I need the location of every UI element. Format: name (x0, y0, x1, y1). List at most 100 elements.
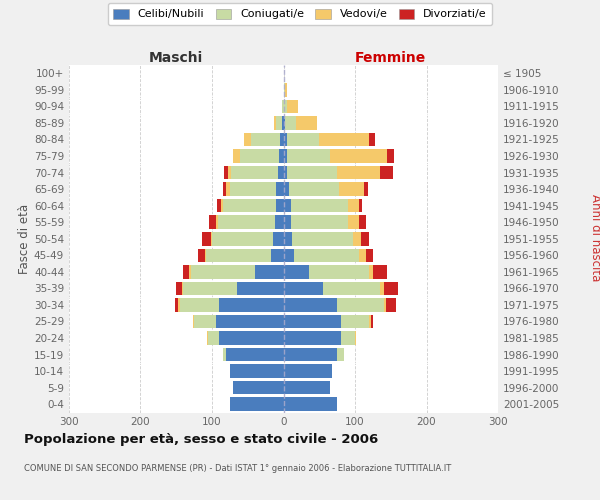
Bar (337, 348, 344, 362)
Bar (223, 182, 226, 196)
Bar (380, 282, 383, 295)
Legend: Celibi/Nubili, Coniugati/e, Vedovi/e, Divorziati/e: Celibi/Nubili, Coniugati/e, Vedovi/e, Di… (108, 3, 492, 25)
Bar (339, 182, 364, 196)
Bar (278, 166, 284, 179)
Bar (202, 232, 211, 245)
Bar (287, 149, 330, 163)
Text: Maschi: Maschi (149, 51, 203, 65)
Y-axis label: Fasce di età: Fasce di età (18, 204, 31, 274)
Bar (284, 149, 287, 163)
Bar (284, 298, 337, 312)
Bar (284, 348, 337, 362)
Bar (282, 116, 284, 130)
Bar (387, 149, 394, 163)
Bar (176, 282, 182, 295)
Bar (284, 265, 308, 278)
Bar (292, 232, 353, 245)
Bar (218, 216, 275, 229)
Bar (287, 166, 337, 179)
Bar (341, 314, 370, 328)
Bar (237, 282, 284, 295)
Bar (284, 282, 323, 295)
Bar (284, 132, 287, 146)
Bar (330, 149, 387, 163)
Bar (353, 232, 361, 245)
Bar (285, 83, 287, 96)
Bar (219, 298, 284, 312)
Bar (207, 332, 208, 345)
Bar (359, 248, 366, 262)
Bar (230, 398, 284, 411)
Bar (371, 314, 373, 328)
Bar (274, 116, 277, 130)
Bar (348, 216, 359, 229)
Bar (284, 381, 330, 394)
Bar (284, 83, 285, 96)
Bar (370, 314, 371, 328)
Bar (212, 232, 273, 245)
Bar (284, 248, 294, 262)
Bar (208, 332, 219, 345)
Bar (294, 248, 359, 262)
Bar (348, 199, 359, 212)
Bar (364, 182, 368, 196)
Bar (230, 182, 277, 196)
Bar (180, 298, 219, 312)
Bar (386, 298, 397, 312)
Bar (284, 199, 290, 212)
Bar (380, 166, 393, 179)
Text: Popolazione per età, sesso e stato civile - 2006: Popolazione per età, sesso e stato civil… (24, 432, 378, 446)
Bar (217, 199, 221, 212)
Bar (271, 248, 284, 262)
Bar (290, 199, 348, 212)
Bar (282, 100, 284, 113)
Bar (279, 149, 284, 163)
Bar (193, 314, 194, 328)
Bar (359, 216, 366, 229)
Bar (273, 232, 284, 245)
Bar (337, 166, 380, 179)
Bar (230, 364, 284, 378)
Bar (215, 314, 284, 328)
Bar (361, 232, 368, 245)
Bar (323, 282, 380, 295)
Bar (284, 116, 285, 130)
Bar (184, 265, 189, 278)
Bar (341, 332, 355, 345)
Bar (224, 166, 228, 179)
Bar (287, 100, 298, 113)
Bar (184, 282, 237, 295)
Bar (287, 132, 319, 146)
Bar (244, 132, 251, 146)
Bar (221, 199, 223, 212)
Bar (284, 216, 290, 229)
Bar (233, 149, 240, 163)
Bar (178, 298, 180, 312)
Bar (277, 199, 284, 212)
Bar (189, 265, 191, 278)
Bar (216, 216, 218, 229)
Text: COMUNE DI SAN SECONDO PARMENSE (PR) - Dati ISTAT 1° gennaio 2006 - Elaborazione : COMUNE DI SAN SECONDO PARMENSE (PR) - Da… (24, 464, 451, 473)
Bar (223, 199, 277, 212)
Bar (277, 116, 282, 130)
Bar (289, 182, 339, 196)
Bar (296, 116, 317, 130)
Bar (206, 248, 271, 262)
Bar (275, 216, 284, 229)
Bar (194, 314, 215, 328)
Bar (191, 265, 255, 278)
Bar (290, 216, 348, 229)
Bar (228, 166, 232, 179)
Bar (284, 232, 292, 245)
Bar (226, 348, 284, 362)
Bar (285, 116, 296, 130)
Bar (197, 248, 205, 262)
Bar (319, 132, 370, 146)
Bar (211, 232, 212, 245)
Text: Anni di nascita: Anni di nascita (589, 194, 600, 281)
Bar (373, 265, 387, 278)
Bar (219, 332, 284, 345)
Bar (277, 182, 284, 196)
Bar (280, 132, 284, 146)
Bar (232, 166, 278, 179)
